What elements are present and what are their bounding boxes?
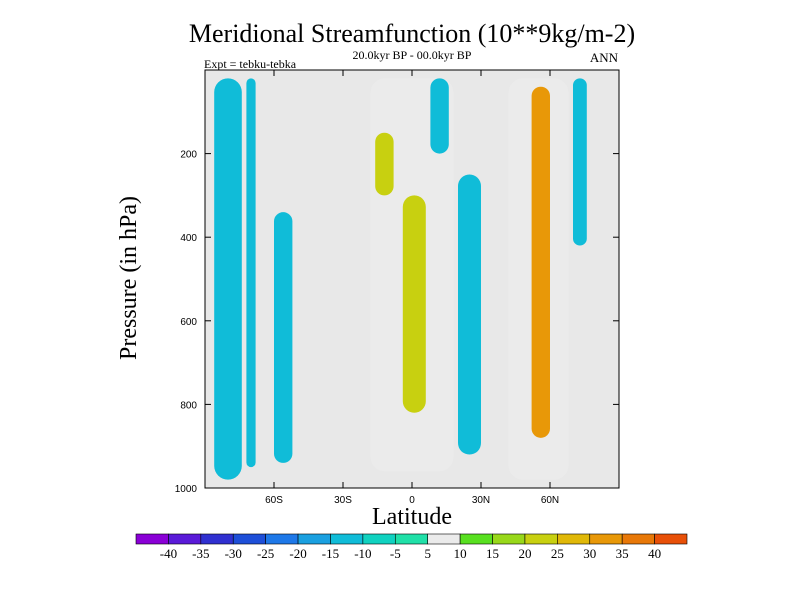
colorbar-swatch [557, 533, 591, 545]
colorbar-swatch [200, 533, 234, 545]
colorbar-swatch [459, 533, 493, 545]
colorbar-label: -5 [390, 546, 401, 561]
y-axis-ticks: 200 400 600 800 1000 [175, 150, 619, 495]
colorbar-label: 35 [616, 546, 629, 561]
contour-sh-band-1 [214, 78, 242, 480]
contour-fields [214, 78, 587, 480]
colorbar-swatch [135, 533, 169, 545]
contour-nh-mid-cell-core [531, 86, 550, 438]
x-tick-label: 60N [541, 495, 559, 506]
colorbar-label: 40 [648, 546, 661, 561]
y-tick-label: 400 [180, 233, 197, 244]
colorbar-swatch [265, 533, 299, 545]
y-tick-label: 200 [180, 150, 197, 161]
colorbar-label: 10 [454, 546, 467, 561]
experiment-label: Expt = tebku-tebka [204, 57, 297, 71]
colorbar-swatch [427, 533, 461, 545]
contour-nh-band-neg [458, 174, 481, 455]
colorbar-swatch [524, 533, 558, 545]
x-tick-label: 30S [334, 495, 352, 506]
x-axis-ticks: 60S 30S 0 30N 60N [265, 70, 559, 506]
x-tick-label: 60S [265, 495, 283, 506]
colorbar-swatch [297, 533, 331, 545]
colorbar-swatch [492, 533, 526, 545]
contour-sh-band-2 [246, 78, 256, 468]
colorbar-swatch [168, 533, 202, 545]
contour-sh-band-3 [274, 212, 293, 463]
colorbar-swatch [654, 533, 688, 545]
colorbar-label: 5 [424, 546, 431, 561]
colorbar-swatch [589, 533, 623, 545]
chart-subtitle: 20.0kyr BP - 00.0kyr BP [353, 48, 472, 62]
y-tick-label: 600 [180, 317, 197, 328]
colorbar-label: 30 [583, 546, 596, 561]
season-label: ANN [590, 50, 619, 65]
contour-nh-band-far [573, 78, 587, 246]
colorbar-swatch [330, 533, 364, 545]
colorbar-label: -30 [225, 546, 242, 561]
colorbar: -40 -35 -30 -25 -20 -15 -10 -5 5 10 15 20 25 30 35 40 [135, 533, 688, 561]
colorbar-label: -40 [160, 546, 177, 561]
chart-title: Meridional Streamfunction (10**9kg/m-2) [189, 19, 635, 48]
y-tick-label: 1000 [175, 484, 198, 495]
colorbar-label: -25 [257, 546, 274, 561]
contour-nh-band-upper [430, 78, 449, 154]
colorbar-swatch [394, 533, 429, 545]
y-tick-label: 800 [180, 400, 197, 411]
x-tick-label: 30N [472, 495, 490, 506]
colorbar-label: -20 [289, 546, 306, 561]
x-axis-label: Latitude [372, 504, 452, 530]
colorbar-swatch [232, 533, 266, 545]
x-tick-label: 0 [409, 495, 415, 506]
colorbar-swatch [621, 533, 655, 545]
colorbar-label: -10 [354, 546, 371, 561]
colorbar-label: 20 [518, 546, 531, 561]
contour-nh-high-cell-core [402, 195, 426, 413]
colorbar-swatch [362, 533, 396, 545]
colorbar-label: 25 [551, 546, 564, 561]
y-axis-label: Pressure (in hPa) [116, 196, 142, 360]
colorbar-label: -15 [322, 546, 339, 561]
colorbar-label: -35 [192, 546, 209, 561]
contour-upper-cell [375, 132, 394, 196]
colorbar-label: 15 [486, 546, 499, 561]
